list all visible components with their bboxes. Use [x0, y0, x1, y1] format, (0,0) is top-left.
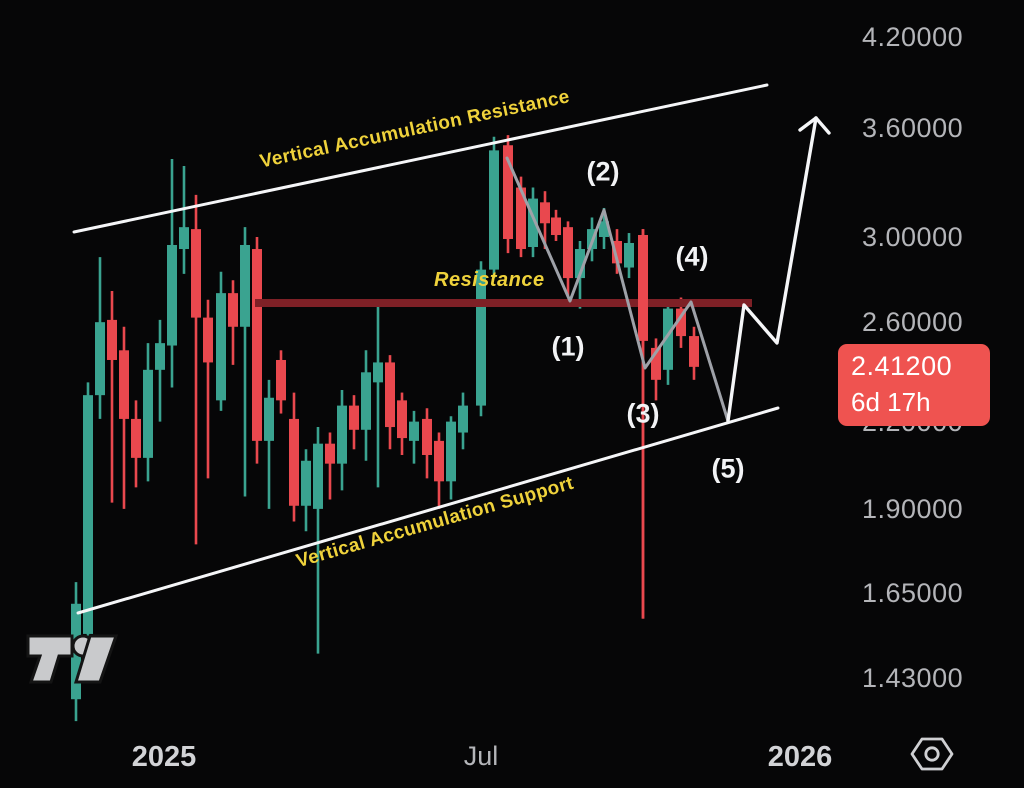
candle-up [179, 227, 189, 250]
wave-label-2: (2) [586, 156, 620, 187]
candle-down [397, 400, 407, 439]
wave-label-3: (3) [626, 398, 660, 429]
price-axis-label: 3.60000 [862, 113, 964, 144]
tradingview-logo[interactable] [26, 630, 122, 686]
candle-up [476, 269, 486, 406]
candle-down [676, 308, 686, 337]
price-axis-label: 3.00000 [862, 222, 964, 252]
settings-gear-icon[interactable] [908, 735, 956, 775]
resistance-level-line [255, 299, 752, 307]
price-axis-label: 1.90000 [862, 493, 964, 524]
wave-label-5: (5) [711, 453, 745, 484]
candle-up [489, 150, 499, 270]
candle-down [107, 319, 117, 360]
candle-up [155, 343, 165, 370]
price-axis-label: 4.20000 [862, 21, 964, 52]
candle-up [373, 362, 383, 383]
candle-down [612, 240, 622, 264]
candle-up [301, 460, 311, 506]
candle-down [349, 405, 359, 430]
candle-up [264, 397, 274, 441]
candle-down [689, 336, 699, 367]
wave-label-4: (4) [675, 241, 709, 272]
gear-icon-shape [910, 737, 954, 771]
candle-down [434, 440, 444, 482]
tradingview-logo-mark [26, 634, 119, 684]
candle-down [385, 362, 395, 428]
candle-up [313, 443, 323, 509]
candle-up [599, 221, 609, 237]
candle-down [422, 418, 432, 456]
candle-up [663, 308, 673, 370]
candle-up [361, 372, 371, 430]
candle-up [528, 198, 538, 248]
candle-up [575, 249, 585, 279]
candle-down [325, 443, 335, 464]
projection-path [726, 116, 818, 423]
projection-arrowhead [798, 116, 818, 132]
price-axis-label: 1.43000 [862, 663, 964, 694]
time-axis-label: 2026 [767, 741, 833, 773]
candle-down [203, 317, 213, 363]
candle-down [563, 227, 573, 279]
projection-arrowhead [814, 116, 831, 135]
candle-down [638, 235, 648, 341]
candle-down [131, 418, 141, 458]
candle-up [240, 244, 250, 327]
candle-down [119, 350, 129, 419]
candle-down [276, 359, 286, 401]
candle-up [409, 421, 419, 441]
candle-up [216, 293, 226, 401]
candle-up [83, 395, 93, 634]
candle-down [289, 418, 299, 506]
candle-down [551, 217, 561, 236]
candle-up [458, 405, 468, 433]
price-axis-label: 1.65000 [862, 577, 964, 608]
candle-down [516, 187, 526, 250]
candle-down [503, 145, 513, 239]
candle-up [143, 369, 153, 458]
candle-down [651, 347, 661, 380]
wave-label-1: (1) [551, 331, 585, 362]
candle-down [228, 293, 238, 327]
candle-up [95, 322, 105, 396]
wave-count-path [505, 156, 730, 423]
candle-up [624, 242, 634, 268]
candle-down [540, 202, 550, 224]
last-price-value: 2.41200 [851, 351, 953, 381]
candle-down [191, 229, 201, 318]
time-axis-label: 2025 [131, 741, 197, 773]
candle-up [337, 405, 347, 464]
resistance-level-label: Resistance [434, 269, 545, 291]
bar-countdown: 6d 17h [851, 387, 931, 417]
time-axis-label: Jul [463, 741, 499, 771]
channel-upper-trendline [72, 83, 769, 234]
candle-down [252, 249, 262, 441]
candle-up [446, 421, 456, 482]
candle-up [167, 244, 177, 346]
last-price-badge: 2.41200 6d 17h [838, 344, 990, 426]
channel-lower-trendline [76, 406, 780, 615]
price-axis-label: 2.60000 [862, 307, 964, 338]
